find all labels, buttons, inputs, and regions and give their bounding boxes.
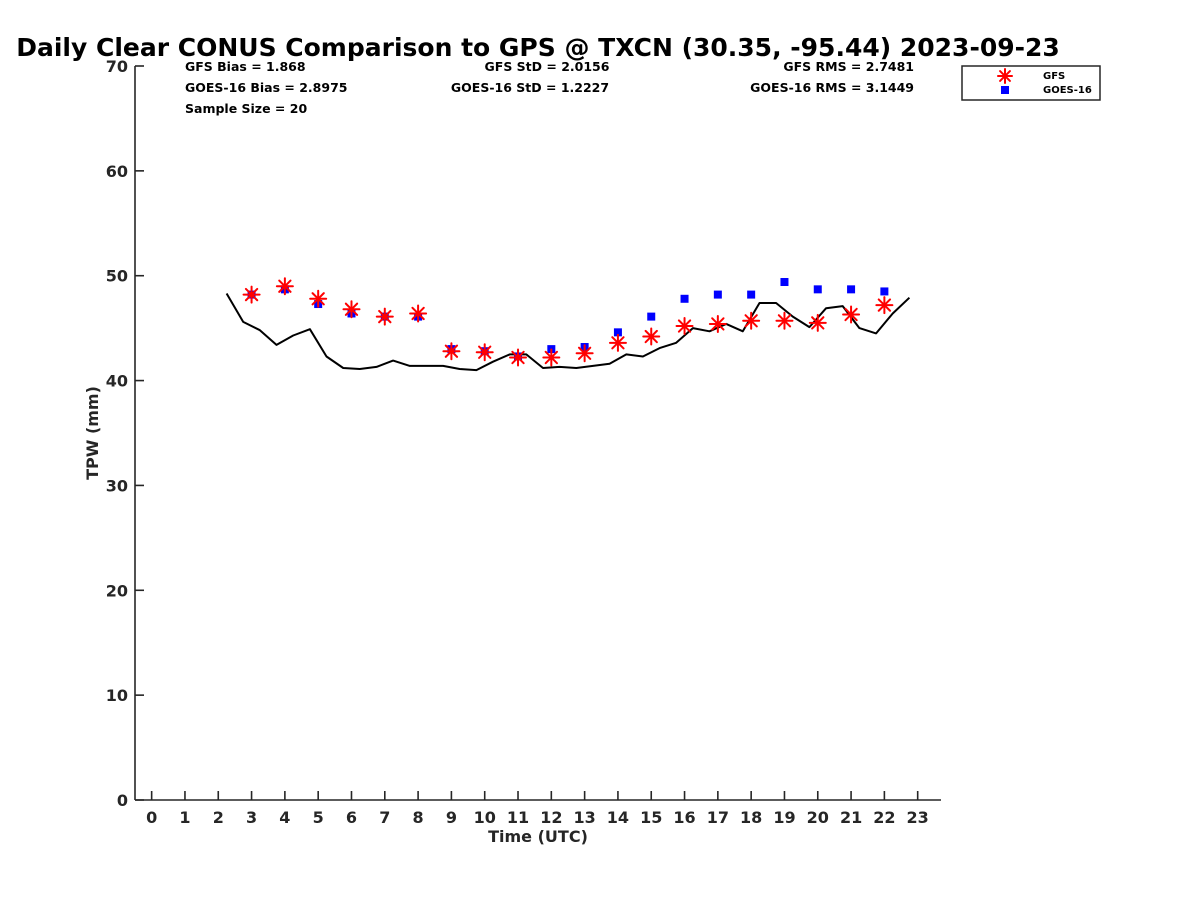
gfs-point (475, 343, 494, 362)
y-tick-label: 30 (106, 476, 128, 495)
y-tick-label: 60 (106, 162, 128, 181)
x-tick-label: 22 (873, 808, 895, 827)
x-tick-label: 6 (346, 808, 357, 827)
x-tick-label: 15 (640, 808, 662, 827)
x-tick-label: 10 (474, 808, 496, 827)
x-tick-label: 17 (707, 808, 729, 827)
gfs-point (708, 314, 727, 333)
gfs-point (342, 300, 361, 319)
gfs-point (542, 348, 561, 367)
gfs-point (375, 307, 394, 326)
gfs-point (575, 344, 594, 363)
x-axis-label: Time (UTC) (488, 827, 588, 846)
legend-box (961, 65, 1101, 101)
legend-gfs-label: GFS (1043, 71, 1065, 82)
goes-16-point (780, 278, 789, 287)
gfs-point (275, 277, 294, 296)
gfs-point (409, 304, 428, 323)
goes-bias-label: GOES-16 Bias = 2.8975 (185, 80, 347, 95)
x-tick-label: 2 (213, 808, 224, 827)
gfs-point (742, 311, 761, 330)
gps-line-layer (225, 292, 911, 372)
gfs-point (509, 348, 528, 367)
x-tick-label: 4 (279, 808, 290, 827)
goes-rms-label: GOES-16 RMS = 3.1449 (750, 80, 914, 95)
gfs-point (875, 296, 894, 315)
gfs-std-label: GFS StD = 2.0156 (485, 59, 610, 74)
x-tick-label: 21 (840, 808, 862, 827)
gfs-point (775, 311, 794, 330)
x-tick-label: 20 (807, 808, 829, 827)
legend: GFS GOES-16 (961, 65, 1101, 101)
y-tick-label: 10 (106, 686, 128, 705)
x-tick-label: 19 (773, 808, 795, 827)
goes-16-point (813, 285, 822, 294)
x-tick-label: 8 (413, 808, 424, 827)
gfs-point (808, 313, 827, 332)
gfs-point (675, 317, 694, 336)
x-axis-ticks: 0 1 2 3 4 5 6 7 8 9 10 11 12 13 14 15 16 17 18 19 20 21 22 23 (146, 791, 929, 827)
sample-size-label: Sample Size = 20 (185, 101, 307, 116)
y-axis-ticks: 0 10 20 30 40 50 60 70 (106, 57, 144, 810)
y-tick-label: 20 (106, 581, 128, 600)
x-tick-label: 9 (446, 808, 457, 827)
x-tick-label: 1 (179, 808, 190, 827)
goes-16-points (247, 278, 889, 361)
x-tick-label: 23 (907, 808, 929, 827)
y-tick-label: 70 (106, 57, 128, 76)
y-axis-label: TPW (mm) (83, 386, 102, 480)
gfs-rms-label: GFS RMS = 2.7481 (783, 59, 914, 74)
goes-16-point (680, 294, 689, 303)
goes-16-point (847, 285, 856, 294)
gfs-bias-label: GFS Bias = 1.868 (185, 59, 306, 74)
y-tick-label: 40 (106, 372, 128, 391)
legend-gfs-marker (997, 68, 1013, 84)
legend-goes-label: GOES-16 (1043, 85, 1092, 96)
x-tick-label: 18 (740, 808, 762, 827)
gfs-point (242, 285, 261, 304)
gfs-point (842, 305, 861, 324)
legend-goes-marker (1001, 86, 1009, 94)
x-tick-label: 11 (507, 808, 529, 827)
gps-line (225, 292, 911, 372)
goes-16-point (647, 312, 656, 321)
x-tick-label: 5 (313, 808, 324, 827)
x-tick-label: 14 (607, 808, 629, 827)
legend-gfs-asterisk (997, 68, 1013, 84)
y-tick-label: 50 (106, 267, 128, 286)
x-tick-label: 7 (379, 808, 390, 827)
gfs-point (642, 327, 661, 346)
chart-title: Daily Clear CONUS Comparison to GPS @ TX… (16, 33, 1060, 62)
gfs-point (309, 289, 328, 308)
x-tick-label: 13 (573, 808, 595, 827)
goes-16-point (880, 287, 889, 296)
goes-std-label: GOES-16 StD = 1.2227 (451, 80, 609, 95)
y-tick-label: 0 (117, 791, 128, 810)
gfs-point (608, 333, 627, 352)
x-tick-label: 16 (673, 808, 695, 827)
x-tick-label: 3 (246, 808, 257, 827)
x-tick-label: 0 (146, 808, 157, 827)
goes-16-point (747, 290, 756, 299)
x-tick-label: 12 (540, 808, 562, 827)
gfs-point (442, 342, 461, 361)
gfs-points (242, 277, 894, 367)
goes-16-point (613, 328, 622, 337)
goes-16-point (713, 290, 722, 299)
